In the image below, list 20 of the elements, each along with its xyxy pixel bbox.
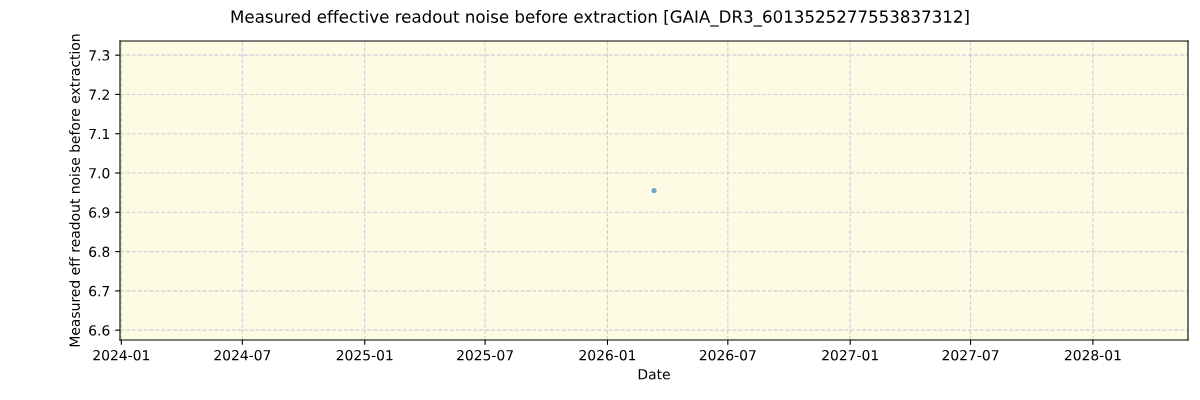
x-tick-label: 2025-07 — [457, 349, 513, 361]
y-axis-title: Measured eff readout noise before extraction — [69, 34, 80, 347]
y-tick-label: 7.2 — [89, 89, 109, 100]
x-tick-label: 2024-01 — [93, 349, 150, 361]
x-tick-label: 2024-07 — [214, 349, 271, 361]
x-tick-label: 2027-07 — [942, 349, 999, 361]
y-tick-label: 6.9 — [89, 207, 110, 218]
y-tick-label: 6.6 — [89, 325, 110, 336]
y-tick-label: 6.8 — [89, 246, 110, 258]
y-tick-label: 7.3 — [89, 50, 110, 61]
x-tick-label: 2026-07 — [699, 349, 756, 361]
x-tick-label: 2027-01 — [822, 349, 878, 361]
y-tick-label: 7.1 — [89, 128, 109, 139]
x-tick-label: 2028-01 — [1064, 349, 1121, 361]
y-tick-label: 6.7 — [89, 285, 110, 297]
x-tick-label: 2025-01 — [336, 349, 393, 361]
x-tick-label: 2026-01 — [579, 349, 636, 361]
x-axis-title: Date — [638, 369, 670, 380]
y-tick-label: 7.0 — [89, 167, 110, 179]
chart-title: Measured effective readout noise before extraction [GAIA_DR3_6013525277553837312] — [231, 10, 969, 27]
